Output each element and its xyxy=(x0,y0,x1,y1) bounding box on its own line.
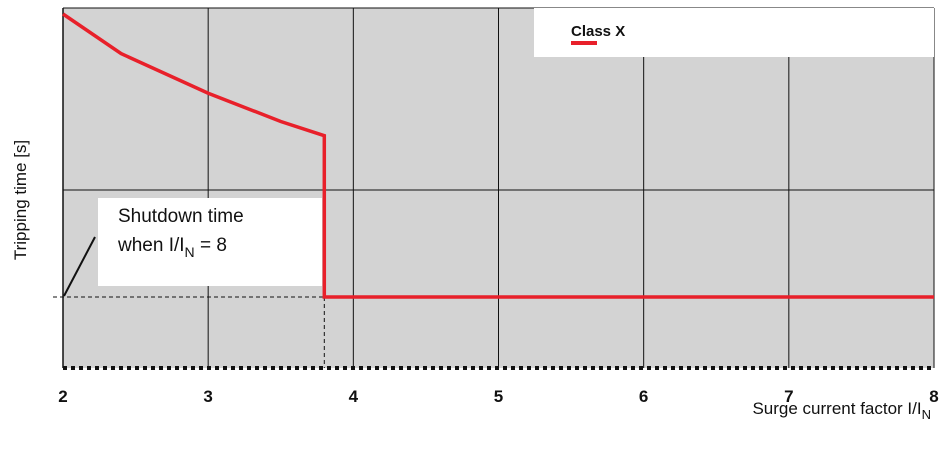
x-tick-label: 3 xyxy=(203,387,212,406)
annotation-box xyxy=(98,198,322,286)
x-axis-title-main: Surge current factor I/I xyxy=(752,399,921,418)
axes xyxy=(62,8,935,370)
annotation-pointer xyxy=(63,236,96,297)
x-tick-label: 4 xyxy=(349,387,359,406)
y-axis-title: Tripping time [s] xyxy=(11,140,30,260)
x-tick-label: 8 xyxy=(929,387,938,406)
x-ticks: 2 3 4 5 6 7 8 xyxy=(58,387,938,406)
x-tick-label: 2 xyxy=(58,387,67,406)
reference-lines xyxy=(53,296,325,368)
annotation-line-2-prefix: when I/I xyxy=(117,235,185,256)
annotation-line-1: Shutdown time xyxy=(118,206,244,227)
x-axis-title: Surge current factor I/IN xyxy=(752,399,931,422)
x-axis-title-subscript: N xyxy=(922,407,931,422)
x-tick-label: 6 xyxy=(639,387,648,406)
legend-label: Class X xyxy=(571,23,625,40)
series-line-class-x xyxy=(62,12,934,299)
annotation-line-2-subscript: N xyxy=(185,244,195,260)
x-tick-label: 7 xyxy=(784,387,793,406)
annotation-line-2-suffix: = 8 xyxy=(195,235,227,256)
legend-box xyxy=(534,8,934,57)
annotation-line-2: when I/IN = 8 xyxy=(117,235,227,260)
x-tick-label: 5 xyxy=(494,387,503,406)
